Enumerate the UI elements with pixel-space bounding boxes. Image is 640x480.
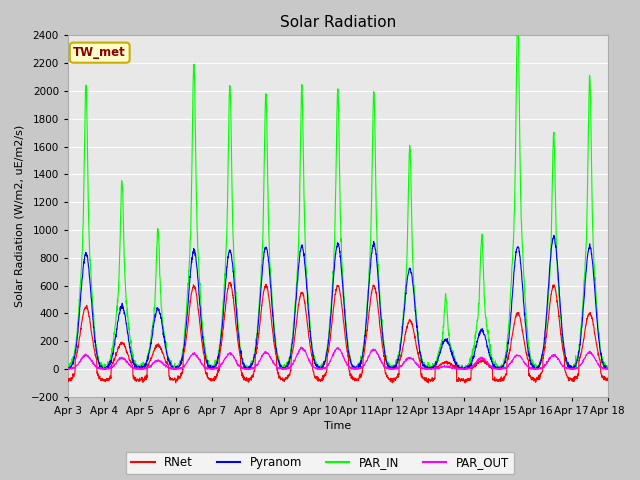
PAR_OUT <box>572 365 579 371</box>
PAR_OUT <box>297 344 305 350</box>
Pyranom <box>495 366 502 372</box>
Legend: RNet, Pyranom, PAR_IN, PAR_OUT: RNet, Pyranom, PAR_IN, PAR_OUT <box>126 452 514 474</box>
Pyranom <box>353 366 361 372</box>
Pyranom <box>365 282 372 288</box>
PAR_OUT <box>556 360 564 365</box>
PAR_IN <box>214 348 222 353</box>
PAR_OUT <box>365 353 373 359</box>
Y-axis label: Solar Radiation (W/m2, uE/m2/s): Solar Radiation (W/m2, uE/m2/s) <box>15 125 25 307</box>
RNet <box>572 374 579 380</box>
PAR_OUT <box>604 366 612 372</box>
RNet <box>227 279 234 285</box>
Pyranom <box>556 301 564 307</box>
X-axis label: Time: Time <box>324 421 351 432</box>
Pyranom <box>572 363 579 369</box>
RNet <box>214 369 222 374</box>
RNet <box>557 328 564 334</box>
Line: PAR_IN: PAR_IN <box>68 15 608 369</box>
Line: PAR_OUT: PAR_OUT <box>68 347 608 369</box>
RNet <box>64 376 72 382</box>
Text: TW_met: TW_met <box>74 46 126 59</box>
RNet <box>354 376 362 382</box>
RNet <box>495 378 503 384</box>
Pyranom <box>604 366 612 372</box>
PAR_IN <box>556 309 564 315</box>
PAR_OUT <box>64 366 72 372</box>
Line: RNet: RNet <box>68 282 608 383</box>
PAR_OUT <box>495 366 502 372</box>
PAR_IN <box>64 366 72 372</box>
PAR_OUT <box>214 364 222 370</box>
Title: Solar Radiation: Solar Radiation <box>280 15 396 30</box>
PAR_IN <box>572 362 579 368</box>
PAR_IN <box>353 364 361 370</box>
Pyranom <box>214 355 222 360</box>
Pyranom <box>64 366 72 372</box>
RNet <box>424 380 432 386</box>
RNet <box>604 377 612 383</box>
PAR_IN <box>365 270 372 276</box>
PAR_IN <box>604 364 612 370</box>
RNet <box>365 308 373 313</box>
PAR_IN <box>495 366 502 372</box>
PAR_OUT <box>354 365 362 371</box>
PAR_IN <box>514 12 522 18</box>
Line: Pyranom: Pyranom <box>68 236 608 369</box>
Pyranom <box>550 233 557 239</box>
